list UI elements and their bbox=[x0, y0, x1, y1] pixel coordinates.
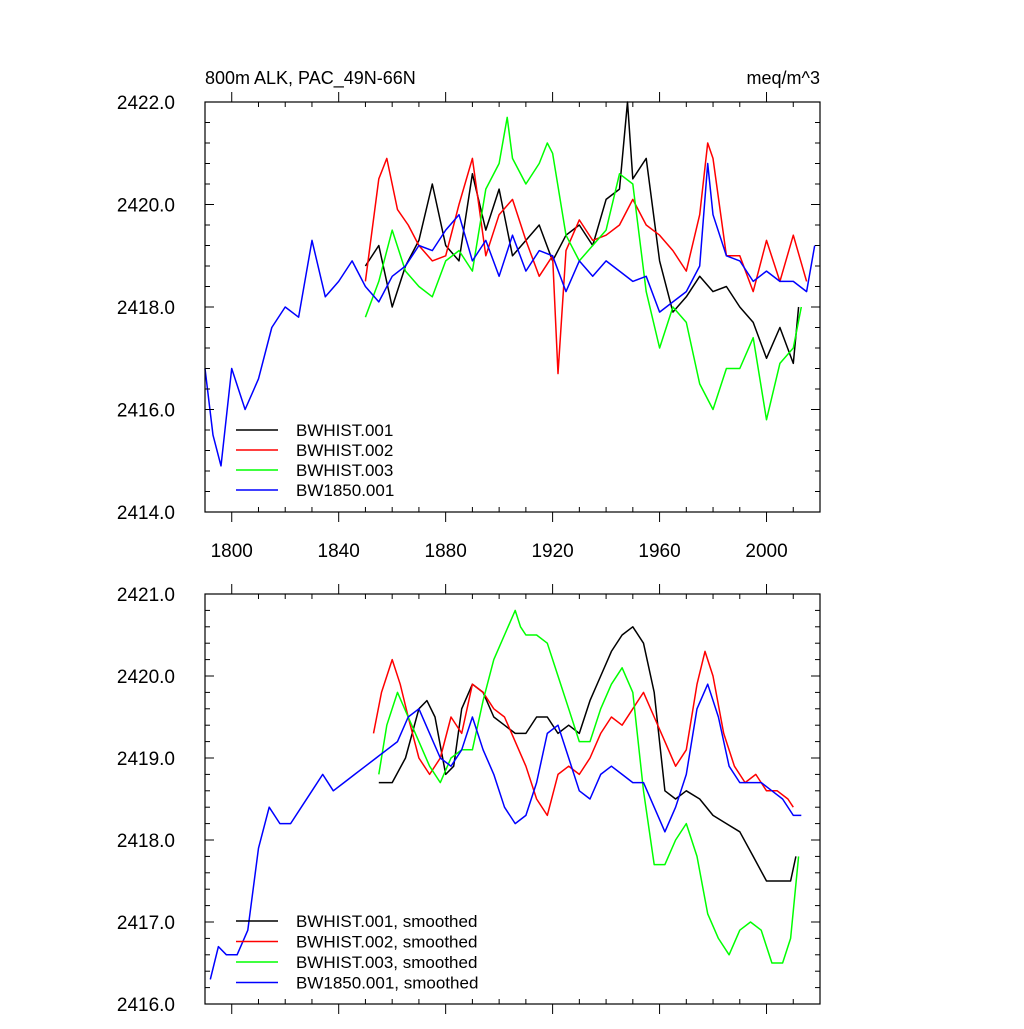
x-tick-label: 1880 bbox=[425, 541, 467, 562]
series-line-bottom-3 bbox=[209, 683, 802, 980]
bottom-panel: 2416.0 2417.0 2418.0 2419.0 2420.0 2421.0 BWHI… bbox=[117, 584, 821, 1016]
x-tick-label: 1960 bbox=[638, 541, 680, 562]
legend-label: BWHIST.001 bbox=[296, 421, 393, 440]
series-line-bottom-2 bbox=[378, 609, 800, 964]
x-tick-label: 1920 bbox=[531, 541, 573, 562]
legend-label: BWHIST.002 bbox=[296, 441, 393, 460]
y-tick-label: 2421.0 bbox=[117, 585, 175, 606]
x-tick-label: 1840 bbox=[318, 541, 360, 562]
y-tick-label: 2414.0 bbox=[117, 503, 175, 524]
series-line-top-1 bbox=[364, 142, 808, 375]
series-line-top-0 bbox=[364, 101, 800, 365]
y-tick-label: 2420.0 bbox=[117, 196, 175, 217]
series-line-top-3 bbox=[204, 162, 816, 467]
legend-label: BWHIST.002, smoothed bbox=[296, 933, 477, 952]
series-line-bottom-1 bbox=[372, 650, 794, 817]
y-tick-label: 2418.0 bbox=[117, 831, 175, 852]
legend-label: BW1850.001, smoothed bbox=[296, 974, 478, 993]
plot-frame bbox=[204, 593, 821, 1005]
y-tick-label: 2417.0 bbox=[117, 913, 175, 934]
y-tick-label: 2420.0 bbox=[117, 667, 175, 688]
y-tick-label: 2422.0 bbox=[117, 93, 175, 114]
legend-label: BW1850.001 bbox=[296, 481, 394, 500]
legend-label: BWHIST.001, smoothed bbox=[296, 912, 477, 931]
top-panel-title: 800m ALK, PAC_49N-66N bbox=[205, 68, 416, 89]
y-tick-label: 2416.0 bbox=[117, 995, 175, 1016]
y-tick-label: 2418.0 bbox=[117, 298, 175, 319]
legend-label: BWHIST.003, smoothed bbox=[296, 953, 477, 972]
series-line-top-2 bbox=[364, 116, 803, 421]
x-tick-label: 1800 bbox=[211, 541, 253, 562]
series-line-bottom-0 bbox=[378, 626, 797, 882]
y-tick-label: 2419.0 bbox=[117, 749, 175, 770]
y-tick-label: 2416.0 bbox=[117, 401, 175, 422]
top-panel: 800m ALK, PAC_49N-66N meq/m^3 2414.0 2416… bbox=[117, 68, 821, 562]
top-panel-units: meq/m^3 bbox=[747, 68, 820, 88]
legend-label: BWHIST.003 bbox=[296, 461, 393, 480]
x-tick-label: 2000 bbox=[745, 541, 787, 562]
